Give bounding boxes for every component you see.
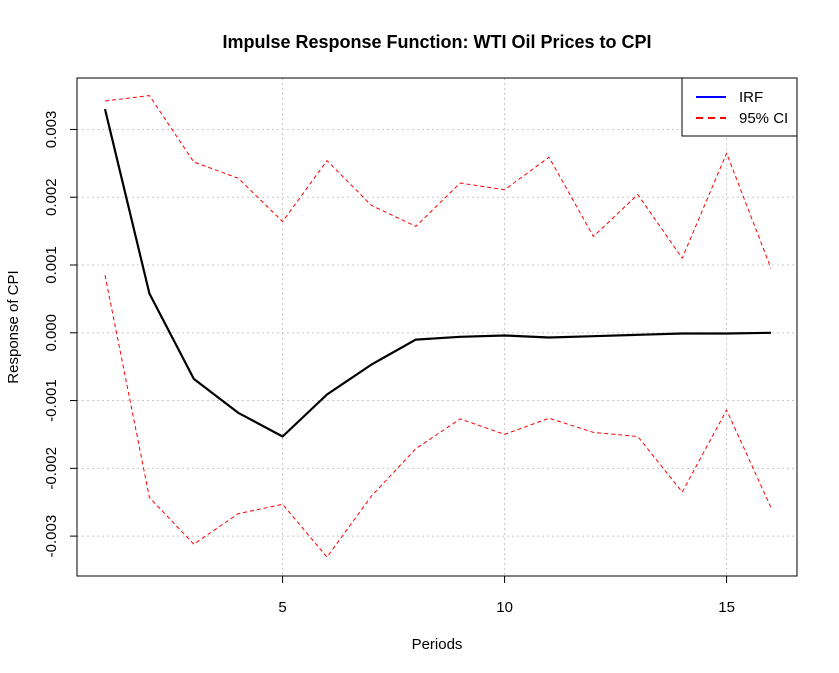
x-tick-label: 10 [496, 599, 513, 616]
y-axis: -0.003 -0.002 -0.001 0.000 0.001 0.002 0.003 [43, 111, 77, 558]
y-tick-label: 0.002 [43, 178, 60, 216]
y-tick-label: -0.002 [43, 447, 60, 490]
y-tick-label: 0.000 [43, 314, 60, 352]
series-line-ci-lower [104, 275, 772, 558]
y-tick-label: 0.003 [43, 111, 60, 149]
x-tick-label: 15 [718, 599, 735, 616]
plot-frame [76, 77, 798, 577]
legend-label: IRF [739, 89, 763, 106]
y-tick-label: 0.001 [43, 246, 60, 284]
x-axis: 5 10 15 [278, 576, 735, 616]
grid [77, 78, 797, 576]
x-tick-label: 5 [278, 599, 286, 616]
y-axis-label: Response of CPI [5, 270, 22, 383]
legend: IRF 95% CI [681, 77, 798, 137]
chart-title: Impulse Response Function: WTI Oil Price… [222, 32, 651, 52]
series-line-irf [103, 108, 772, 438]
series-line-ci-upper [104, 95, 772, 269]
y-tick-label: -0.003 [43, 515, 60, 558]
x-axis-label: Periods [412, 636, 463, 653]
legend-label: 95% CI [739, 110, 788, 127]
legend-box [681, 77, 798, 137]
y-tick-label: -0.001 [43, 379, 60, 422]
series-layer [103, 95, 772, 558]
